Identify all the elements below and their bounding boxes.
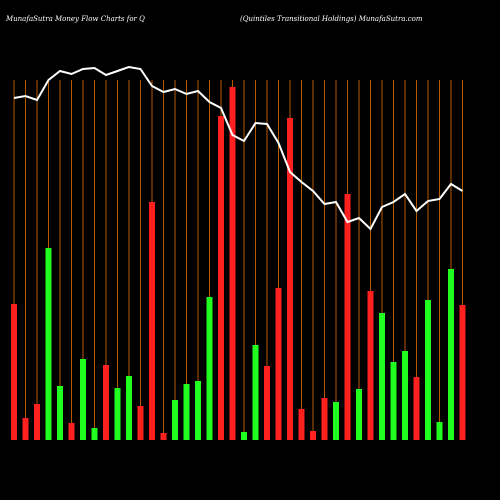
bar bbox=[436, 422, 443, 440]
bar bbox=[172, 400, 178, 440]
bar bbox=[275, 288, 282, 440]
bar bbox=[425, 300, 431, 440]
bar bbox=[448, 269, 454, 440]
bar bbox=[298, 409, 305, 440]
bar bbox=[333, 402, 339, 440]
bar bbox=[34, 404, 40, 440]
line bbox=[13, 65, 464, 231]
bar bbox=[57, 386, 63, 440]
bar bbox=[413, 377, 420, 440]
bar bbox=[344, 194, 351, 440]
bar bbox=[22, 418, 29, 440]
bar bbox=[206, 297, 213, 440]
bar bbox=[126, 376, 132, 440]
bar bbox=[91, 428, 98, 440]
bar bbox=[103, 365, 109, 440]
bar bbox=[459, 305, 466, 440]
bar bbox=[241, 432, 247, 440]
bar bbox=[310, 431, 316, 440]
bar bbox=[252, 345, 259, 440]
bar bbox=[80, 359, 86, 440]
bar bbox=[218, 116, 224, 440]
bar bbox=[114, 388, 121, 440]
bar bbox=[356, 389, 362, 440]
chart-title: MunafaSutra Money Flow Charts for Q bbox=[5, 15, 145, 23]
bar bbox=[367, 291, 374, 440]
bar bbox=[68, 423, 75, 440]
chart-subtitle: (Quintiles Transitional Holdings) Munafa… bbox=[240, 15, 423, 23]
bar bbox=[379, 313, 385, 440]
bar bbox=[402, 351, 408, 440]
bar bbox=[264, 366, 270, 440]
bar bbox=[45, 248, 52, 440]
bar bbox=[137, 406, 144, 440]
bar bbox=[160, 433, 167, 440]
bar bbox=[183, 384, 190, 440]
bar bbox=[287, 118, 293, 440]
bar bbox=[390, 362, 397, 440]
bar bbox=[149, 202, 155, 440]
bar bbox=[321, 398, 328, 440]
bar bbox=[195, 381, 201, 440]
bar bbox=[229, 87, 236, 440]
bar bbox=[11, 304, 17, 440]
